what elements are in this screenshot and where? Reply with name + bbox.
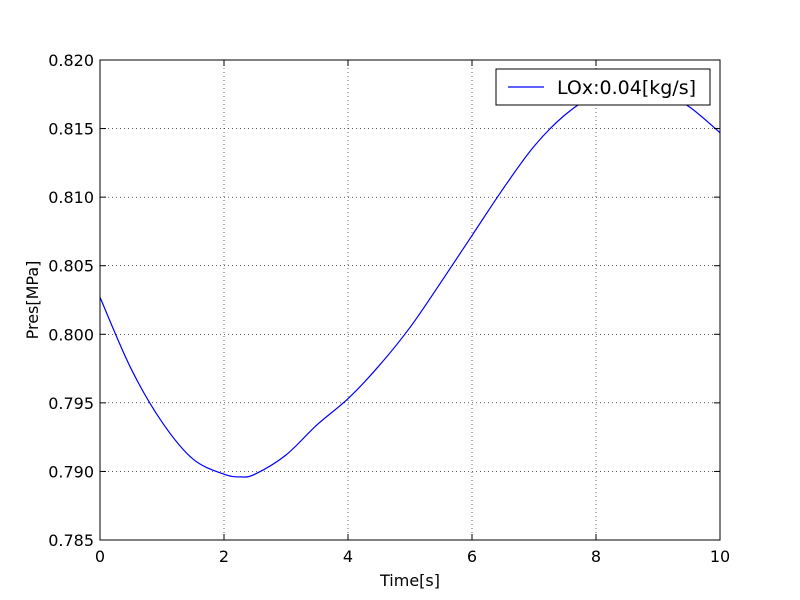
axis-ticks [99,59,721,541]
y-tick-label: 0.785 [48,531,94,550]
x-tick-label: 2 [219,547,229,566]
y-tick-label: 0.815 [48,120,94,139]
grid-lines [99,59,721,541]
y-tick-label: 0.800 [48,325,94,344]
y-tick-label: 0.805 [48,257,94,276]
plot-area-frame [99,59,721,541]
y-tick-label: 0.810 [48,188,94,207]
y-tick-label: 0.820 [48,51,94,70]
legend-series-label: LOx:0.04[kg/s] [557,77,696,99]
series-layer [99,83,721,478]
axis-tick-labels: 0 2 4 6 8 10 0.785 0.790 0.795 0.800 0.805 0.810 0.8… [48,51,730,566]
x-tick-label: 8 [591,547,601,566]
x-axis-label: Time[s] [379,571,440,590]
y-axis-label: Pres[MPa] [23,261,42,340]
y-tick-label: 0.795 [48,394,94,413]
series-line [99,83,721,478]
x-tick-label: 0 [95,547,105,566]
x-tick-label: 6 [467,547,477,566]
legend: LOx:0.04[kg/s] [495,68,711,106]
y-tick-label: 0.790 [48,462,94,481]
x-tick-label: 4 [343,547,353,566]
x-tick-label: 10 [710,547,730,566]
